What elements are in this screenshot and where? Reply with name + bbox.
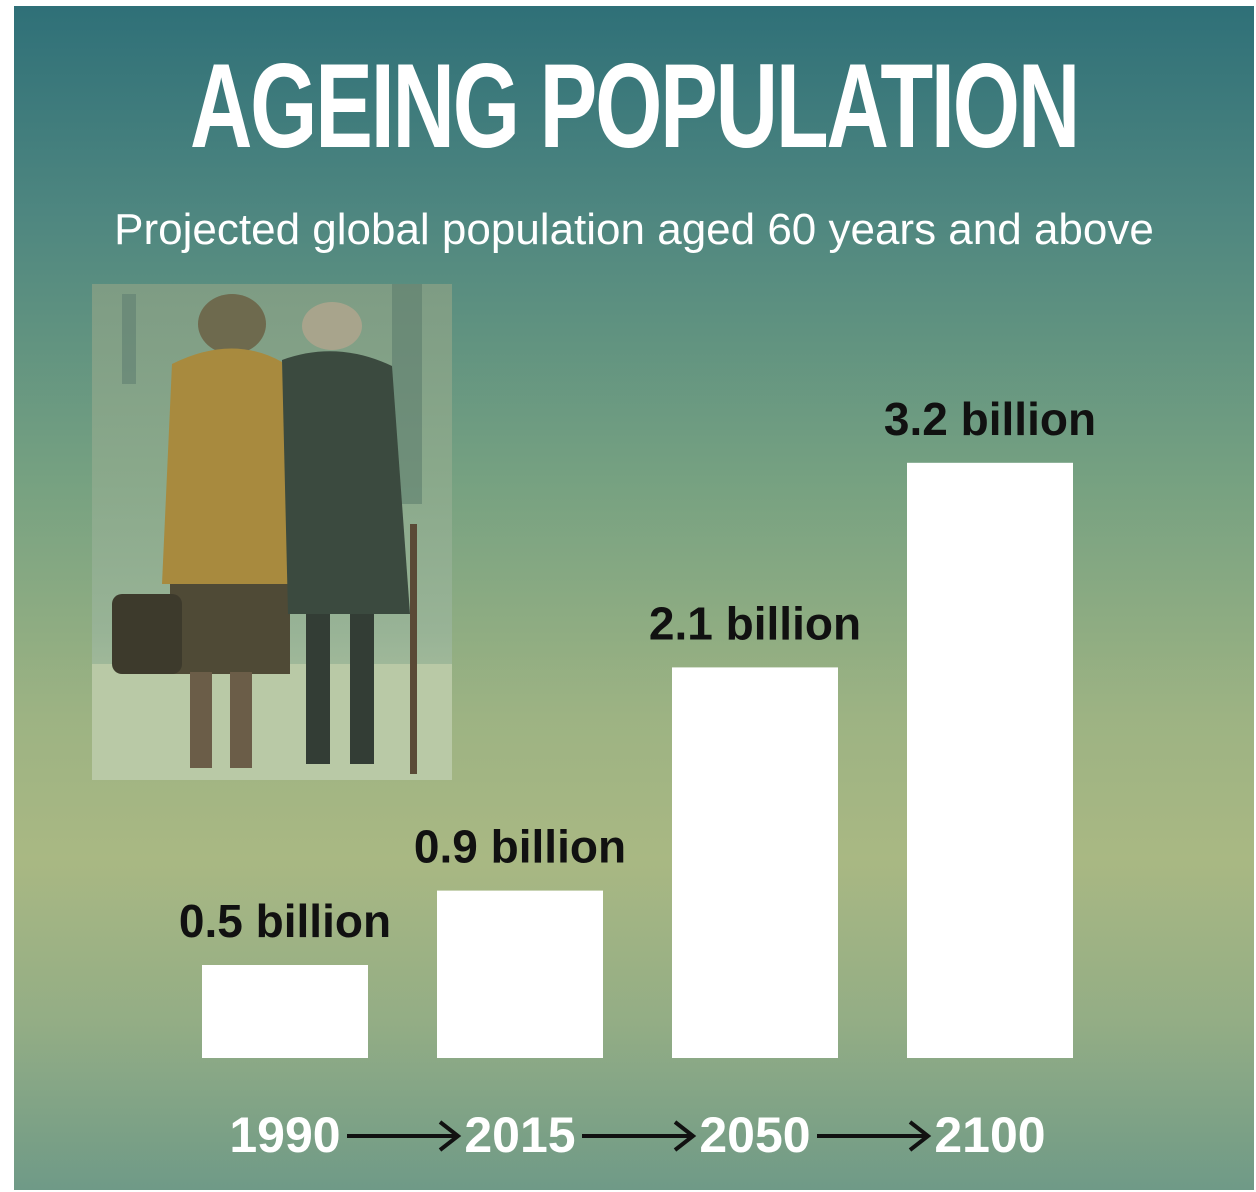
bar-2100 <box>907 462 1073 1058</box>
bar-value-label-2015: 0.9 billion <box>414 821 626 873</box>
bar-2015 <box>437 890 603 1058</box>
year-label-2050: 2050 <box>699 1107 810 1163</box>
right-arrow-icon <box>582 1120 697 1152</box>
right-arrow-icon <box>817 1120 932 1152</box>
year-label-1990: 1990 <box>229 1107 340 1163</box>
elderly-couple-photo <box>92 284 452 780</box>
page-subtitle: Projected global population aged 60 year… <box>114 205 1154 254</box>
page-title: AGEING POPULATION <box>189 39 1080 173</box>
population-bar-chart: 0.5 billion 0.9 billion 2.1 billion 3.2 bil… <box>179 393 1096 1163</box>
right-arrow-icon <box>347 1120 462 1152</box>
year-label-2015: 2015 <box>464 1107 575 1163</box>
infographic-frame: AGEING POPULATION Projected global popul… <box>14 6 1254 1190</box>
bar-2050 <box>672 667 838 1058</box>
bar-value-label-1990: 0.5 billion <box>179 895 391 947</box>
bar-value-label-2050: 2.1 billion <box>649 597 861 649</box>
bar-value-label-2100: 3.2 billion <box>884 393 1096 445</box>
bar-1990 <box>202 965 368 1058</box>
elderly-couple-walking-icon <box>92 284 452 780</box>
year-label-2100: 2100 <box>934 1107 1045 1163</box>
